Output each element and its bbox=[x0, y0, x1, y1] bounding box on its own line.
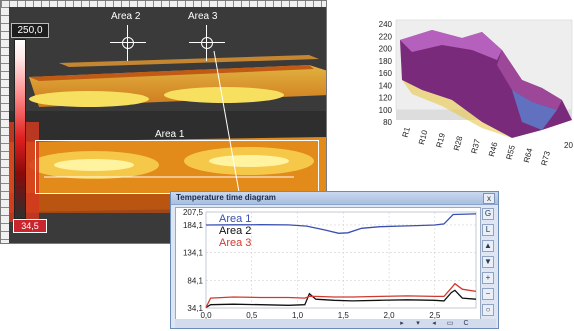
frame-button[interactable]: ▭ bbox=[446, 320, 454, 327]
temperature-line-chart[interactable]: 207,5 184,1 134,1 84,1 34,1 0,0 0,5 1,0 1,5 2,0 2… bbox=[175, 207, 481, 321]
back-button[interactable]: ◂ bbox=[432, 320, 436, 327]
row-tick-label: R46 bbox=[487, 141, 500, 158]
reset-button[interactable]: ○ bbox=[482, 304, 494, 316]
scroll-down-button[interactable]: ▼ bbox=[482, 256, 494, 268]
dropdown-button[interactable]: ▾ bbox=[416, 320, 420, 327]
z-tick-label: 180 bbox=[379, 57, 393, 66]
x-tick-label: 1,0 bbox=[292, 311, 304, 320]
row-tick-label: R19 bbox=[434, 132, 447, 149]
area1-rectangle[interactable] bbox=[35, 140, 319, 194]
scale-max-value[interactable]: 250,0 bbox=[11, 23, 49, 38]
depth-tick-label: 20 bbox=[564, 141, 573, 150]
series-line-area-2 bbox=[205, 289, 477, 309]
thermal-image-window: 250,0 34,5 Area 1 Area 2 Area 3 bbox=[0, 0, 327, 244]
row-tick-label: R73 bbox=[539, 150, 552, 167]
chart-gridlines bbox=[205, 211, 477, 309]
z-tick-label: 200 bbox=[379, 45, 393, 54]
window-title: Temperature time diagram bbox=[176, 193, 276, 202]
area2-label: Area 2 bbox=[111, 11, 141, 22]
z-tick-label: 120 bbox=[379, 94, 393, 103]
zoom-out-button[interactable]: − bbox=[482, 288, 494, 300]
row-tick-label: R64 bbox=[522, 147, 535, 164]
row-tick-label: R55 bbox=[504, 144, 517, 161]
row-tick-label: R10 bbox=[417, 129, 430, 146]
scroll-up-button[interactable]: ▲ bbox=[482, 240, 494, 252]
x-tick-labels: 0,0 0,5 1,0 1,5 2,0 2,5 bbox=[200, 311, 440, 320]
plot-area bbox=[205, 211, 477, 309]
z-tick-label: 80 bbox=[383, 118, 392, 127]
z-tick-label: 160 bbox=[379, 69, 393, 78]
surface-mesh bbox=[400, 30, 572, 138]
area3-label: Area 3 bbox=[188, 11, 218, 22]
row-tick-label: R28 bbox=[452, 135, 465, 152]
chart-series bbox=[205, 213, 477, 309]
thermal-image[interactable] bbox=[9, 7, 327, 244]
x-tick-label: 0,0 bbox=[200, 311, 212, 320]
row-tick-label: R37 bbox=[469, 138, 482, 155]
y-tick-labels: 207,5 184,1 134,1 84,1 34,1 bbox=[183, 208, 204, 313]
close-button[interactable]: x bbox=[483, 193, 495, 204]
area3-crosshair[interactable] bbox=[189, 25, 225, 61]
global-scale-button[interactable]: G bbox=[482, 208, 494, 220]
temperature-time-diagram-window: Temperature time diagram x 207,5 184,1 134… bbox=[170, 191, 499, 329]
z-tick-labels: 240 220 200 180 160 140 120 100 80 bbox=[379, 20, 393, 127]
legend-area1: Area 1 bbox=[219, 213, 252, 225]
z-tick-label: 140 bbox=[379, 81, 393, 90]
window-titlebar[interactable]: Temperature time diagram x bbox=[171, 192, 498, 205]
row-tick-labels: R1 R10 R19 R28 R37 R46 R55 R64 R73 bbox=[401, 126, 552, 167]
zoom-in-button[interactable]: + bbox=[482, 272, 494, 284]
y-tick-label: 207,5 bbox=[183, 208, 204, 217]
x-tick-label: 2,0 bbox=[383, 311, 395, 320]
clear-button[interactable]: C bbox=[463, 320, 469, 327]
y-tick-label: 34,1 bbox=[187, 304, 203, 313]
area1-label: Area 1 bbox=[155, 129, 185, 140]
z-tick-label: 220 bbox=[379, 32, 393, 41]
y-tick-label: 134,1 bbox=[183, 249, 204, 258]
y-tick-label: 84,1 bbox=[187, 276, 203, 285]
scale-min-value[interactable]: 34,5 bbox=[13, 219, 47, 233]
area2-crosshair[interactable] bbox=[110, 25, 146, 61]
row-tick-label: R1 bbox=[401, 126, 412, 139]
surface-3d-chart: 240 220 200 180 160 140 120 100 80 R1 R10 R19 R28 R3… bbox=[379, 19, 573, 167]
x-tick-label: 2,5 bbox=[429, 311, 441, 320]
x-tick-label: 1,5 bbox=[338, 311, 350, 320]
x-tick-label: 0,5 bbox=[246, 311, 258, 320]
play-button[interactable]: ▸ bbox=[400, 320, 404, 327]
y-tick-label: 184,1 bbox=[183, 221, 204, 230]
series-line-area-3 bbox=[205, 282, 477, 308]
legend-area3: Area 3 bbox=[219, 237, 252, 249]
diagram-scrollbar[interactable]: ▸ ▾ ◂ ▭ C bbox=[175, 319, 496, 328]
color-scale-bar bbox=[14, 39, 26, 219]
diagram-toolbar: G L ▲ ▼ + − ○ bbox=[482, 206, 496, 320]
z-tick-label: 100 bbox=[379, 106, 393, 115]
legend-area2: Area 2 bbox=[219, 225, 252, 237]
series-line-area-1 bbox=[205, 213, 477, 234]
z-tick-label: 240 bbox=[379, 20, 393, 29]
local-scale-button[interactable]: L bbox=[482, 224, 494, 236]
